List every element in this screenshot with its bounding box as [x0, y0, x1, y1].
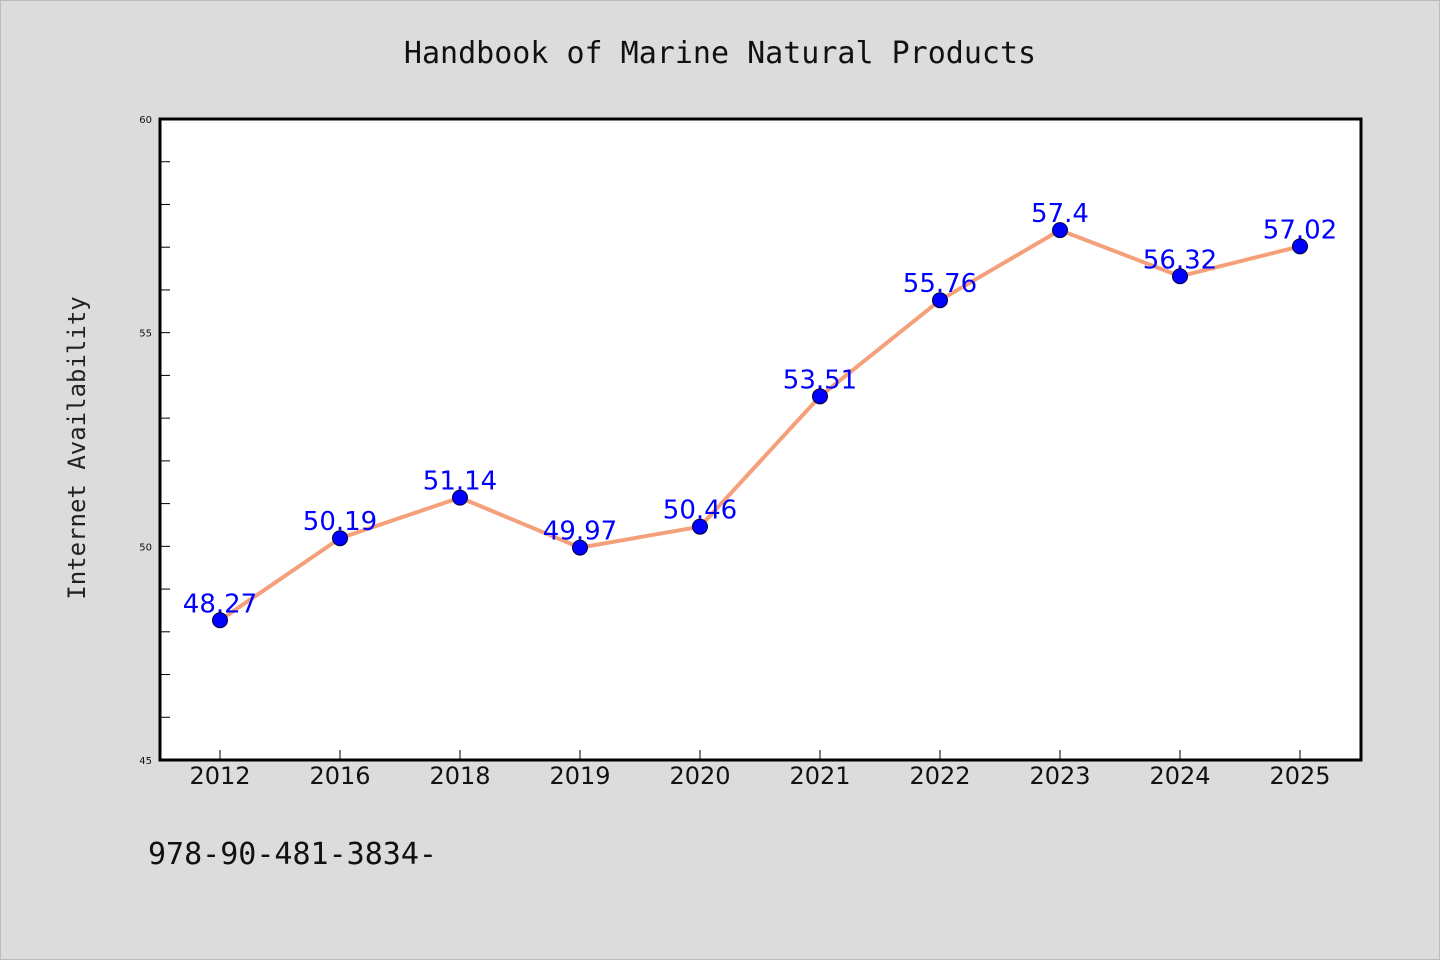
y-axis: 45 50 55 60 — [139, 115, 170, 767]
x-tick-label: 2021 — [789, 762, 850, 790]
plot-area — [160, 119, 1361, 760]
data-point — [932, 292, 948, 309]
x-tick-label: 2025 — [1269, 762, 1330, 790]
data-point — [212, 612, 228, 629]
plot-frame — [158, 117, 1363, 762]
x-tick-label: 2018 — [429, 762, 490, 790]
series-line — [218, 228, 1302, 623]
data-point — [1292, 238, 1308, 255]
y-tick-label: 60 — [139, 115, 152, 126]
x-tick-label: 2024 — [1149, 762, 1210, 790]
footer-isbn: 978-90-481-3834- — [148, 837, 437, 872]
data-point — [1172, 268, 1188, 285]
data-point — [692, 518, 708, 535]
data-point — [812, 388, 828, 405]
y-tick-label: 50 — [139, 542, 152, 553]
chart-title: Handbook of Marine Natural Products — [404, 36, 1036, 71]
data-point — [452, 489, 468, 506]
data-point — [1052, 222, 1068, 239]
x-tick-label: 2019 — [549, 762, 610, 790]
series-layer: 48.2750.1951.1449.9750.4653.5155.7657.45… — [183, 199, 1337, 629]
x-tick-label: 2020 — [669, 762, 730, 790]
y-tick-label: 55 — [139, 329, 152, 340]
data-point — [332, 530, 348, 547]
x-axis: 2012 2016 2018 2019 2020 2021 2022 2023 2024 2025 — [189, 750, 1331, 790]
x-tick-label: 2012 — [189, 762, 250, 790]
x-tick-label: 2023 — [1029, 762, 1090, 790]
x-tick-label: 2022 — [909, 762, 970, 790]
y-tick-label: 45 — [139, 756, 152, 767]
x-tick-label: 2016 — [309, 762, 370, 790]
data-point — [572, 539, 588, 556]
y-axis-label: Internet Availability — [63, 296, 91, 599]
